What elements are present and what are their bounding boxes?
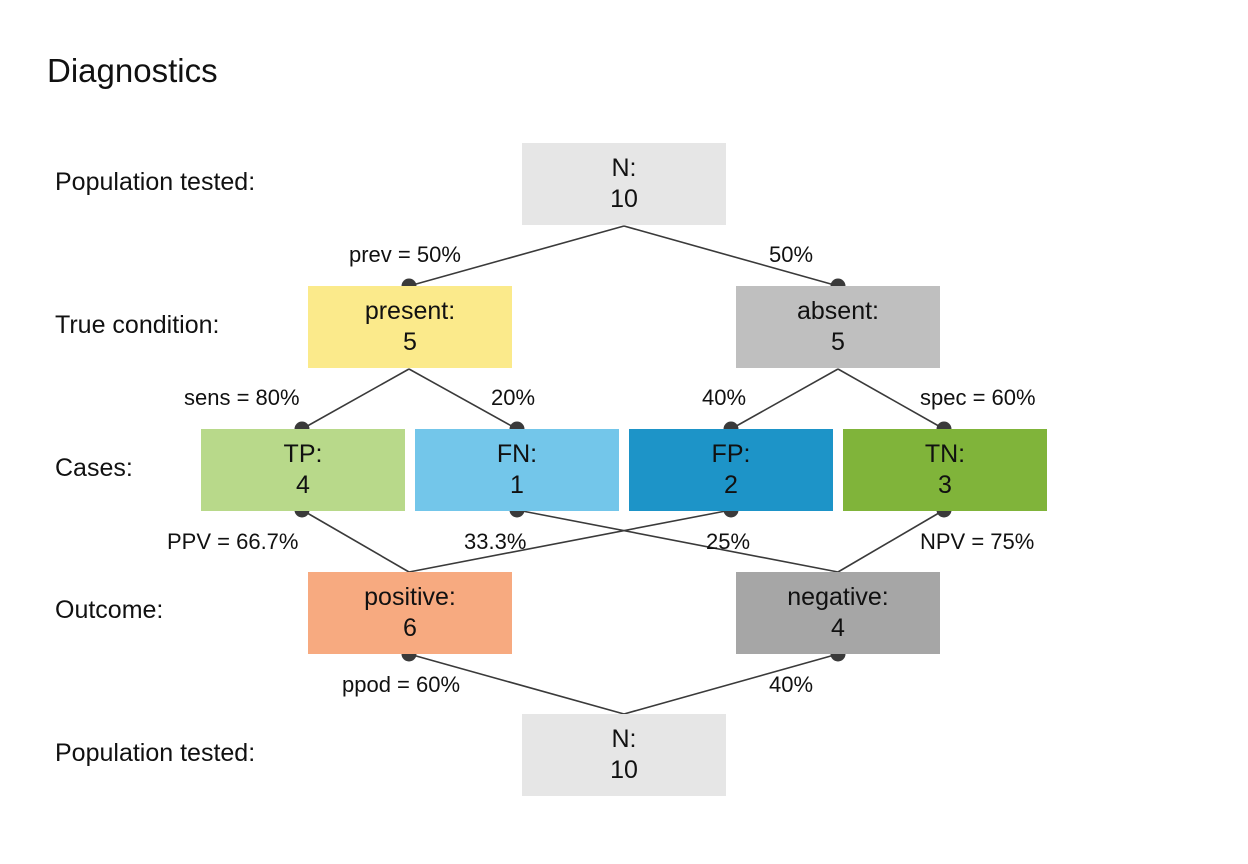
node-value: 4 [296,471,310,499]
link-positive-n [408,653,625,715]
row-label-population-top: Population tested: [55,168,256,196]
node-condition-present: present: 5 [308,286,512,368]
node-label: N: [611,154,637,182]
prob-prev-complement: 50% [769,242,814,267]
node-false-positive: FP: 2 [629,429,833,511]
prob-ppod: ppod = 60% [342,672,461,697]
prob-fdr: 33.3% [464,529,527,554]
node-label: absent: [796,297,879,325]
link-present-tp [301,368,410,430]
prob-ppod-complement: 40% [769,672,814,697]
link-present-fn [408,368,518,430]
link-tn-negative [837,509,945,573]
link-n-absent [623,225,839,287]
link-n-present [408,225,625,287]
node-condition-absent: absent: 5 [736,286,940,368]
node-value: 10 [610,185,638,213]
link-fn-negative [516,509,839,573]
node-label: N: [611,725,637,753]
node-true-negative: TN: 3 [843,429,1047,511]
node-outcome-negative: negative: 4 [736,572,940,654]
link-tp-positive [301,509,410,573]
node-value: 10 [610,756,638,784]
node-false-negative: FN: 1 [415,429,619,511]
prob-for: 25% [706,529,751,554]
row-label-true-condition: True condition: [55,311,220,339]
node-value: 5 [831,328,845,356]
link-fp-positive [408,509,732,573]
node-label: TP: [283,440,323,468]
prob-sens: sens = 80% [184,385,300,410]
node-label: negative: [787,583,889,611]
node-value: 1 [510,471,524,499]
node-value: 3 [938,471,952,499]
node-value: 4 [831,614,845,642]
prob-sens-complement: 20% [491,385,536,410]
row-label-cases: Cases: [55,454,133,482]
node-label: FP: [711,440,751,468]
node-value: 2 [724,471,738,499]
node-value: 6 [403,614,417,642]
node-label: positive: [364,583,456,611]
node-outcome-positive: positive: 6 [308,572,512,654]
link-absent-fp [730,368,839,430]
prob-spec: spec = 60% [920,385,1036,410]
link-negative-n [623,653,839,715]
prob-npv: NPV = 75% [920,529,1035,554]
diagram-title: Diagnostics [47,52,218,89]
node-value: 5 [403,328,417,356]
link-absent-tn [837,368,945,430]
node-label: FN: [496,440,538,468]
prob-spec-complement: 40% [702,385,747,410]
node-true-positive: TP: 4 [201,429,405,511]
node-label: present: [364,297,456,325]
node-population-bottom: N: 10 [522,714,726,796]
node-population-top: N: 10 [522,143,726,225]
prob-ppv: PPV = 66.7% [167,529,299,554]
row-label-population-bottom: Population tested: [55,739,256,767]
prob-prev: prev = 50% [349,242,461,267]
row-label-outcome: Outcome: [55,596,164,624]
node-label: TN: [924,440,966,468]
